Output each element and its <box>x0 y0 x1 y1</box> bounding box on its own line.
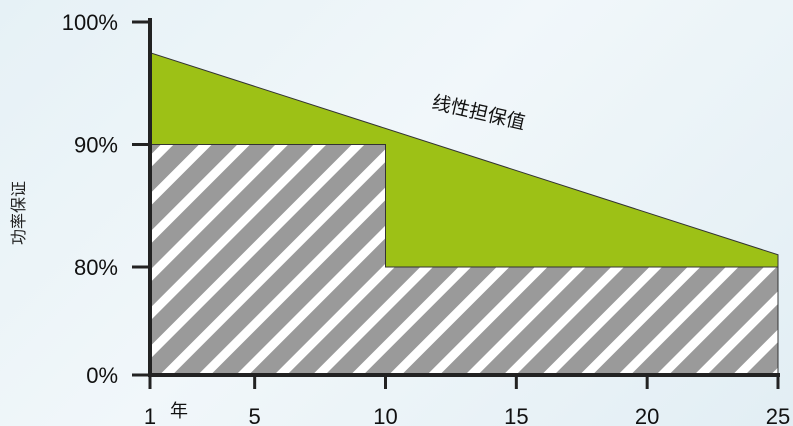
linear-warranty-annotation: 线性担保值 <box>430 91 528 134</box>
y-tick-label: 80% <box>74 255 118 280</box>
x-tick-label: 15 <box>504 404 528 426</box>
x-tick-label: 10 <box>373 404 397 426</box>
x-tick-label: 25 <box>766 404 790 426</box>
x-unit-label: 年 <box>170 401 188 422</box>
y-tick-label: 0% <box>86 363 118 388</box>
y-axis-title: 功率保证 <box>9 181 28 245</box>
y-tick-label: 90% <box>74 133 118 158</box>
y-tick-label: 100% <box>62 10 118 35</box>
x-tick-label: 5 <box>249 404 261 426</box>
x-tick-label: 1 <box>144 404 156 426</box>
x-tick-label: 20 <box>635 404 659 426</box>
